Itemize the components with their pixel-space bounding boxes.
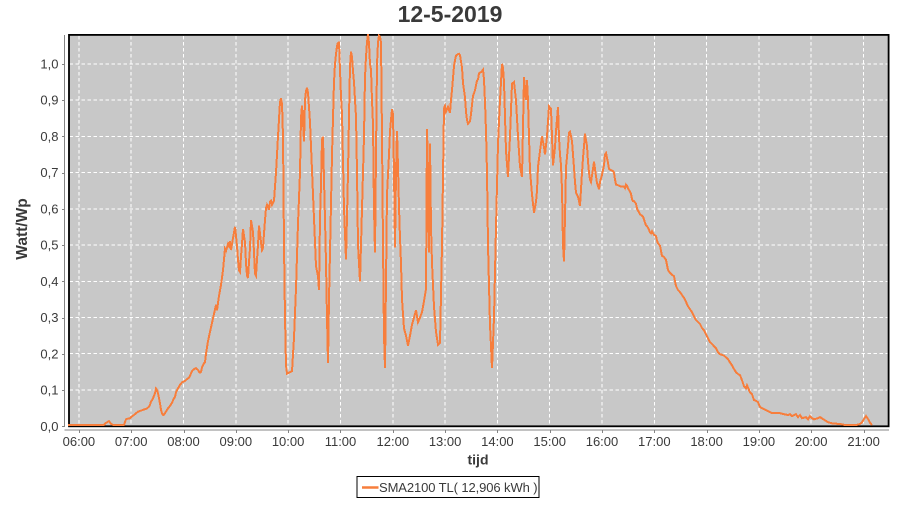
svg-text:10:00: 10:00	[272, 434, 305, 449]
svg-text:17:00: 17:00	[638, 434, 671, 449]
svg-text:12:00: 12:00	[377, 434, 410, 449]
svg-text:0,9: 0,9	[40, 93, 58, 108]
svg-text:Watt/Wp: Watt/Wp	[14, 198, 31, 259]
svg-text:06:00: 06:00	[63, 434, 96, 449]
svg-text:08:00: 08:00	[167, 434, 200, 449]
svg-text:0,3: 0,3	[40, 310, 58, 325]
svg-text:0,7: 0,7	[40, 165, 58, 180]
svg-text:0,6: 0,6	[40, 201, 58, 216]
svg-text:13:00: 13:00	[429, 434, 462, 449]
svg-text:20:00: 20:00	[795, 434, 828, 449]
svg-text:21:00: 21:00	[847, 434, 880, 449]
svg-text:tijd: tijd	[468, 452, 489, 468]
svg-text:0,5: 0,5	[40, 238, 58, 253]
svg-text:12-5-2019: 12-5-2019	[398, 1, 503, 27]
svg-text:0,8: 0,8	[40, 129, 58, 144]
svg-text:SMA2100 TL( 12,906 kWh ): SMA2100 TL( 12,906 kWh )	[379, 480, 538, 495]
svg-text:18:00: 18:00	[690, 434, 723, 449]
svg-text:07:00: 07:00	[115, 434, 148, 449]
svg-text:0,0: 0,0	[40, 419, 58, 434]
svg-text:1,0: 1,0	[40, 57, 58, 72]
svg-text:19:00: 19:00	[743, 434, 776, 449]
svg-text:14:00: 14:00	[481, 434, 514, 449]
svg-text:11:00: 11:00	[325, 434, 357, 449]
svg-text:15:00: 15:00	[533, 434, 566, 449]
svg-text:0,4: 0,4	[40, 274, 58, 289]
svg-text:0,2: 0,2	[40, 346, 58, 361]
svg-text:16:00: 16:00	[586, 434, 619, 449]
svg-text:09:00: 09:00	[220, 434, 253, 449]
svg-text:0,1: 0,1	[40, 383, 58, 398]
